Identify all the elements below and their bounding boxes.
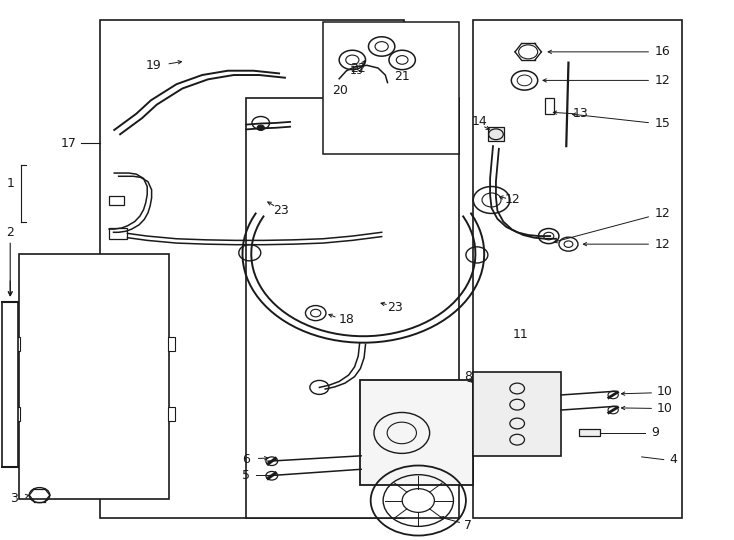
Text: 8: 8	[464, 370, 472, 383]
Circle shape	[257, 125, 264, 131]
Bar	[473, 373, 561, 456]
Text: 4: 4	[669, 453, 677, 466]
Text: 13: 13	[573, 107, 589, 120]
Text: 19: 19	[145, 59, 161, 72]
Text: 12: 12	[655, 74, 671, 87]
Bar	[109, 195, 124, 205]
Text: 3: 3	[10, 492, 18, 505]
Text: 15: 15	[655, 117, 671, 130]
Bar	[488, 127, 504, 141]
Text: 23: 23	[272, 204, 288, 217]
Bar	[13, 338, 21, 351]
Text: 21: 21	[394, 70, 410, 83]
Text: 10: 10	[656, 384, 672, 397]
Text: 17: 17	[61, 137, 77, 150]
Bar	[109, 228, 128, 239]
Text: 18: 18	[339, 313, 355, 326]
Bar	[323, 22, 459, 154]
Text: 23: 23	[387, 301, 403, 314]
Text: 11: 11	[513, 328, 528, 341]
Text: 19: 19	[349, 66, 364, 76]
Text: 7: 7	[464, 519, 472, 532]
Bar	[473, 19, 682, 518]
Text: 2: 2	[7, 226, 14, 239]
Text: 6: 6	[242, 453, 250, 466]
Bar	[19, 254, 170, 499]
Text: 16: 16	[655, 45, 671, 58]
Text: 14: 14	[472, 116, 487, 129]
Bar	[246, 98, 459, 518]
Bar	[2, 302, 18, 467]
Text: 9: 9	[651, 426, 659, 439]
Text: 5: 5	[242, 469, 250, 482]
Bar	[360, 380, 473, 485]
Bar	[579, 429, 600, 436]
Text: 20: 20	[332, 84, 348, 97]
Text: 12: 12	[655, 207, 671, 220]
Bar	[545, 98, 554, 114]
Text: 12: 12	[504, 193, 520, 206]
Text: 1: 1	[7, 177, 14, 190]
Text: 12: 12	[655, 238, 671, 251]
Bar	[13, 407, 21, 421]
Text: 10: 10	[656, 402, 672, 415]
Text: 22: 22	[350, 62, 366, 75]
Bar	[168, 338, 175, 351]
Bar	[100, 19, 404, 518]
Bar	[168, 407, 175, 421]
